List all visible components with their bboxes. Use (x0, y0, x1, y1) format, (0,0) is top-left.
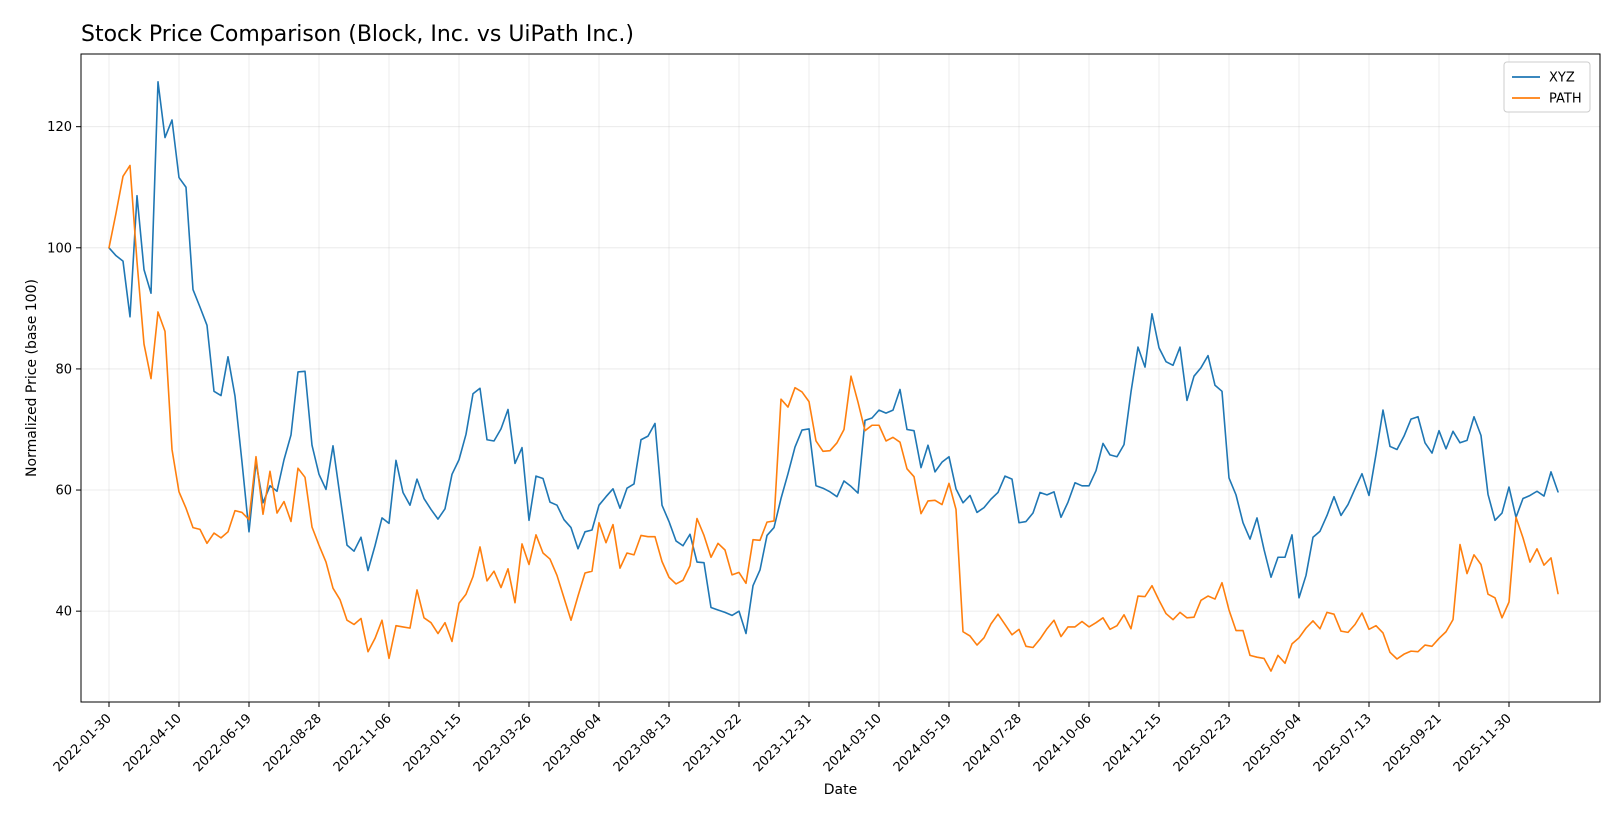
series-lines (108, 81, 1559, 672)
y-tick-label: 40 (55, 605, 72, 620)
plot-area-frame (80, 53, 1601, 703)
series-line-path (108, 164, 1559, 672)
y-tick-label: 100 (47, 241, 72, 256)
series-line-xyz (108, 81, 1559, 635)
y-tick-label: 120 (47, 120, 72, 135)
y-axis-label: Normalized Price (base 100) (24, 279, 40, 477)
legend-label-xyz: XYZ (1549, 71, 1575, 86)
y-tick-label: 60 (55, 484, 72, 499)
chart-title: Stock Price Comparison (Block, Inc. vs U… (81, 22, 634, 47)
x-axis-label: Date (824, 782, 857, 798)
legend: XYZ PATH (1503, 61, 1591, 113)
legend-label-path: PATH (1549, 92, 1582, 107)
y-tick-label: 80 (55, 362, 72, 377)
legend-box (1503, 61, 1591, 113)
